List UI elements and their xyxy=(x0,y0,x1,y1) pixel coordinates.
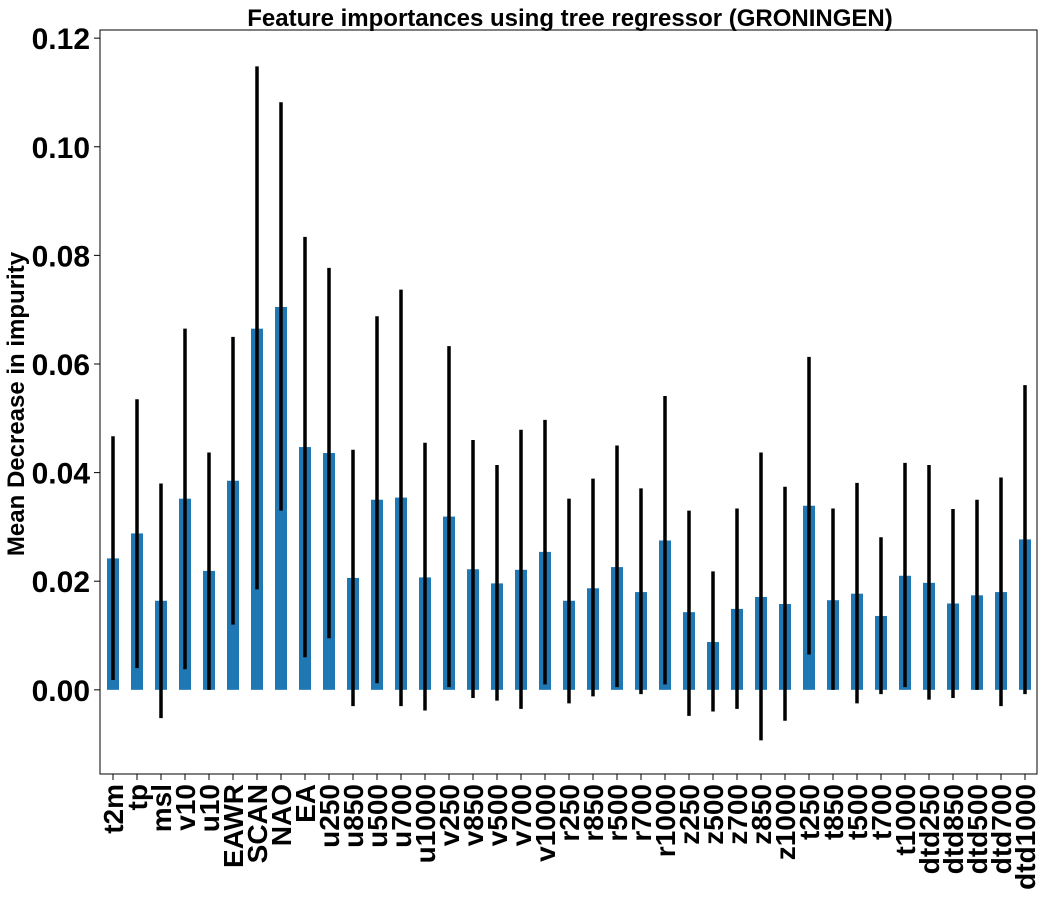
y-tick-label: 0.06 xyxy=(32,349,90,382)
x-tick-label-z250: z250 xyxy=(674,784,705,845)
x-tick-label-r250: r250 xyxy=(554,784,585,842)
y-axis-ticks: 0.00 0.02 0.04 0.06 0.08 0.10 0.12 xyxy=(32,23,100,708)
x-tick-label-t500: t500 xyxy=(842,784,873,840)
x-tick-label-z1000: z1000 xyxy=(770,784,801,860)
x-tick-label-v850: v850 xyxy=(458,784,489,846)
chart-title: Feature importances using tree regressor… xyxy=(247,5,893,32)
x-tick-label-z500: z500 xyxy=(698,784,729,845)
x-tick-label-dtd850: dtd850 xyxy=(938,784,969,874)
x-tick-label-u850: u850 xyxy=(338,784,369,848)
x-axis-ticks: t2mtpmslv10u10EAWRSCANNAOEAu250u850u500u… xyxy=(98,774,1041,890)
x-tick-label-t850: t850 xyxy=(818,784,849,840)
y-tick-label: 0.12 xyxy=(32,23,90,56)
x-tick-label-u250: u250 xyxy=(314,784,345,848)
x-tick-label-dtd500: dtd500 xyxy=(962,784,993,874)
x-tick-label-EAWR: EAWR xyxy=(218,784,249,868)
x-tick-label-t1000: t1000 xyxy=(890,784,921,856)
x-tick-label-v500: v500 xyxy=(482,784,513,846)
x-tick-label-u10: u10 xyxy=(194,784,225,832)
x-tick-label-dtd1000: dtd1000 xyxy=(1010,784,1041,890)
x-tick-label-v1000: v1000 xyxy=(530,784,561,862)
x-tick-label-r850: r850 xyxy=(578,784,609,842)
y-tick-label: 0.04 xyxy=(32,458,91,491)
x-tick-label-t250: t250 xyxy=(794,784,825,840)
x-tick-label-NAO: NAO xyxy=(266,784,297,846)
x-tick-label-msl: msl xyxy=(146,784,177,832)
x-tick-label-tp: tp xyxy=(122,784,153,810)
plot-frame xyxy=(99,29,1038,775)
x-tick-label-dtd700: dtd700 xyxy=(986,784,1017,874)
y-tick-label: 0.10 xyxy=(32,132,90,165)
x-tick-label-v700: v700 xyxy=(506,784,537,846)
x-tick-label-u1000: u1000 xyxy=(410,784,441,863)
error-bars-group xyxy=(111,66,1027,741)
x-tick-label-v250: v250 xyxy=(434,784,465,846)
x-tick-label-z700: z700 xyxy=(722,784,753,845)
x-tick-label-r1000: r1000 xyxy=(650,784,681,857)
y-tick-label: 0.02 xyxy=(32,566,90,599)
y-axis-label: Mean Decrease in impurity xyxy=(3,251,30,556)
x-tick-label-r700: r700 xyxy=(626,784,657,842)
x-tick-label-EA: EA xyxy=(290,784,321,823)
y-tick-label: 0.00 xyxy=(32,675,90,708)
y-tick-label: 0.08 xyxy=(32,240,90,273)
x-tick-label-r500: r500 xyxy=(602,784,633,842)
x-tick-label-u700: u700 xyxy=(386,784,417,848)
x-tick-label-u500: u500 xyxy=(362,784,393,848)
x-tick-label-t700: t700 xyxy=(866,784,897,840)
x-tick-label-dtd250: dtd250 xyxy=(914,784,945,874)
x-tick-label-v10: v10 xyxy=(170,784,201,831)
x-tick-label-z850: z850 xyxy=(746,784,777,845)
x-tick-label-t2m: t2m xyxy=(98,784,129,834)
x-tick-label-SCAN: SCAN xyxy=(242,784,273,863)
